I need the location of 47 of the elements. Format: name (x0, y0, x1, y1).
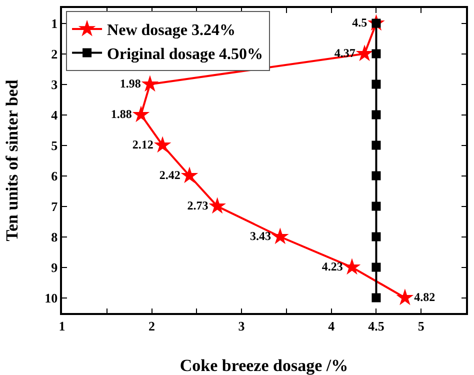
data-label: 2.73 (187, 198, 208, 212)
data-label: 4.37 (334, 46, 356, 60)
point (372, 110, 381, 120)
y-tick-label: 7 (51, 198, 58, 214)
y-tick-label: 3 (51, 76, 58, 92)
data-label: 4.82 (414, 290, 436, 304)
y-tick-label: 6 (51, 168, 58, 184)
y-axis-title: Ten units of sinter bed (2, 79, 22, 242)
data-label: 1.88 (110, 106, 132, 121)
point (372, 232, 381, 242)
point (272, 228, 289, 244)
point (343, 258, 361, 275)
x-tick-label: 4 (328, 318, 336, 334)
y-tick-label: 1 (51, 16, 58, 31)
point (372, 293, 381, 302)
x-axis-title: Coke breeze dosage /% (180, 356, 348, 375)
data-label: 4.5 (352, 15, 368, 30)
point (180, 166, 198, 184)
point (396, 288, 414, 306)
point (356, 44, 374, 62)
y-tick-label: 8 (51, 229, 58, 244)
y-tick-label: 9 (51, 260, 58, 275)
legend-label: Original dosage 4.50% (107, 46, 264, 63)
point (141, 75, 159, 92)
y-tick-label: 2 (51, 46, 58, 62)
y-tick-label: 10 (44, 290, 58, 306)
point (372, 49, 381, 58)
point (372, 80, 381, 89)
point (372, 140, 381, 150)
point (372, 262, 381, 272)
x-tick-label: 4.5 (368, 318, 385, 334)
data-label: 1.98 (120, 76, 141, 90)
x-tick-label: 5 (418, 318, 425, 334)
point (372, 171, 381, 180)
data-label: 4.23 (322, 259, 343, 274)
x-tick-label: 3 (238, 318, 246, 334)
point (372, 202, 381, 211)
point (132, 106, 150, 122)
data-label: 2.12 (132, 137, 154, 152)
legend-label: New dosage 3.24% (107, 22, 236, 40)
data-label: 2.42 (159, 168, 180, 182)
point (208, 197, 226, 214)
y-tick-label: 4 (51, 107, 58, 122)
x-tick-label: 2 (148, 318, 156, 334)
point (154, 136, 172, 153)
data-label: 3.43 (250, 228, 272, 243)
y-tick-label: 5 (51, 138, 58, 153)
